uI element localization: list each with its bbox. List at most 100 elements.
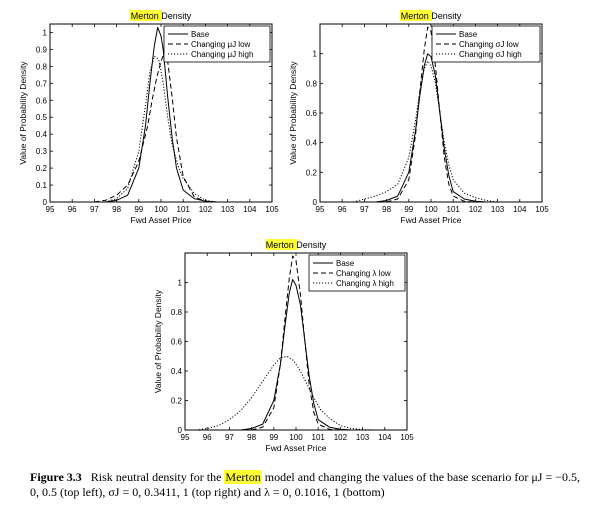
legend-box bbox=[431, 25, 541, 63]
y-tick-label: 0.9 bbox=[36, 45, 48, 54]
x-tick-label: 101 bbox=[177, 205, 191, 214]
legend-label-1: Base bbox=[459, 30, 478, 39]
legend-label-1: Base bbox=[336, 259, 355, 268]
x-tick-label: 95 bbox=[181, 433, 190, 442]
x-tick-label: 102 bbox=[469, 205, 483, 214]
x-tick-label: 97 bbox=[90, 205, 99, 214]
chart-title-highlight: Merton bbox=[131, 11, 159, 21]
x-tick-label: 103 bbox=[221, 205, 235, 214]
x-tick-label: 98 bbox=[382, 205, 391, 214]
x-tick-label: 95 bbox=[316, 205, 325, 214]
y-tick-label: 0.3 bbox=[36, 147, 48, 156]
legend-label-2: Changing λ low bbox=[336, 269, 391, 278]
chart-title-highlight: Merton bbox=[266, 240, 294, 250]
series-line-2 bbox=[94, 52, 217, 202]
y-tick-label: 0.2 bbox=[306, 168, 318, 177]
y-tick-label: 0.4 bbox=[36, 130, 48, 139]
x-axis-label: Fwd Asset Price bbox=[131, 215, 192, 225]
x-tick-label: 100 bbox=[154, 205, 168, 214]
x-tick-label: 97 bbox=[360, 205, 369, 214]
y-tick-label: 0.8 bbox=[171, 308, 183, 317]
legend-label-3: Changing λ high bbox=[336, 279, 394, 288]
y-axis-label: Value of Probability Density bbox=[153, 289, 163, 393]
chart-title: Merton Density bbox=[131, 11, 192, 21]
x-tick-label: 99 bbox=[134, 205, 143, 214]
legend-box bbox=[163, 25, 271, 63]
figure-label: Figure 3.3 bbox=[30, 470, 82, 484]
caption-text-after-1: model and changing the values of the bas… bbox=[264, 470, 529, 484]
series-line-3 bbox=[353, 60, 498, 202]
chart-title-rest: Density bbox=[159, 11, 192, 21]
title-highlight-bg bbox=[265, 239, 297, 250]
x-tick-label: 103 bbox=[491, 205, 505, 214]
x-tick-label: 98 bbox=[247, 433, 256, 442]
x-tick-label: 104 bbox=[513, 205, 527, 214]
y-tick-label: 0.1 bbox=[36, 181, 48, 190]
caption-text-before: Risk neutral density for the bbox=[90, 470, 222, 484]
series-line-2 bbox=[386, 26, 476, 202]
x-tick-label: 101 bbox=[447, 205, 461, 214]
chart-title-rest: Density bbox=[429, 11, 462, 21]
legend-label-3: Changing σJ high bbox=[459, 50, 522, 59]
y-tick-label: 0.4 bbox=[306, 139, 318, 148]
x-tick-label: 103 bbox=[356, 433, 370, 442]
x-tick-label: 105 bbox=[400, 433, 414, 442]
x-axis-label: Fwd Asset Price bbox=[266, 443, 327, 453]
chart-panel-2: Merton Density 95 96 97 98 99 100 101 102 103 104 1… bbox=[288, 10, 549, 225]
y-tick-label: 0.4 bbox=[171, 367, 183, 376]
series-line-1 bbox=[105, 26, 217, 202]
chart-title-highlight: Merton bbox=[401, 11, 429, 21]
x-tick-label: 102 bbox=[334, 433, 348, 442]
chart-title: Merton Density bbox=[401, 11, 462, 21]
y-tick-label: 0.6 bbox=[171, 338, 183, 347]
y-tick-label: 0.2 bbox=[36, 164, 48, 173]
x-tick-label: 104 bbox=[378, 433, 392, 442]
series-line-3 bbox=[196, 355, 374, 430]
y-axis-label: Value of Probability Density bbox=[288, 61, 298, 165]
y-tick-label: 0.6 bbox=[36, 96, 48, 105]
chart-panel-3: Merton Density 95 96 97 98 99 100 101 102 103 104 1… bbox=[153, 239, 414, 453]
y-axis-label: Value of Probability Density bbox=[18, 61, 28, 165]
x-axis-label: Fwd Asset Price bbox=[401, 215, 462, 225]
y-tick-label: 1 bbox=[43, 28, 48, 37]
y-tick-label: 0 bbox=[43, 198, 48, 207]
y-tick-label: 0 bbox=[178, 426, 183, 435]
chart-panel-1: Merton Density 95 96 97 98 99 100 101 102 103 104 1… bbox=[18, 10, 279, 225]
caption-text-after-2: μJ = −0.5, 0, 0.5 (top left), σJ = 0, 0.… bbox=[30, 470, 580, 499]
legend-label-2: Changing μJ low bbox=[191, 40, 251, 49]
x-tick-label: 100 bbox=[424, 205, 438, 214]
x-tick-label: 102 bbox=[199, 205, 213, 214]
y-tick-label: 0.5 bbox=[36, 113, 48, 122]
x-tick-label: 100 bbox=[289, 433, 303, 442]
y-tick-label: 0 bbox=[313, 198, 318, 207]
legend-label-3: Changing μJ high bbox=[191, 50, 253, 59]
series-line-1 bbox=[240, 279, 352, 430]
figure-caption: Figure 3.3 Risk neutral density for the … bbox=[30, 470, 580, 500]
x-tick-label: 97 bbox=[225, 433, 234, 442]
chart-title: Merton Density bbox=[266, 240, 327, 250]
series-line-1 bbox=[375, 53, 487, 202]
x-tick-label: 96 bbox=[68, 205, 77, 214]
x-tick-label: 96 bbox=[338, 205, 347, 214]
x-tick-label: 105 bbox=[265, 205, 279, 214]
x-tick-label: 99 bbox=[404, 205, 413, 214]
legend-label-2: Changing σJ low bbox=[459, 40, 519, 49]
x-tick-label: 99 bbox=[269, 433, 278, 442]
y-tick-label: 0.8 bbox=[36, 62, 48, 71]
y-tick-label: 0.8 bbox=[306, 79, 318, 88]
title-highlight-bg bbox=[400, 10, 432, 21]
y-tick-label: 0.7 bbox=[36, 79, 48, 88]
series-line-3 bbox=[105, 55, 217, 202]
x-tick-label: 96 bbox=[203, 433, 212, 442]
x-tick-label: 95 bbox=[46, 205, 55, 214]
title-highlight-bg bbox=[130, 10, 162, 21]
caption-highlight: Merton bbox=[224, 470, 262, 484]
series-line-2 bbox=[251, 255, 341, 430]
x-tick-label: 98 bbox=[112, 205, 121, 214]
y-tick-label: 1 bbox=[178, 279, 183, 288]
x-tick-label: 101 bbox=[312, 433, 326, 442]
y-tick-label: 0.2 bbox=[171, 397, 183, 406]
